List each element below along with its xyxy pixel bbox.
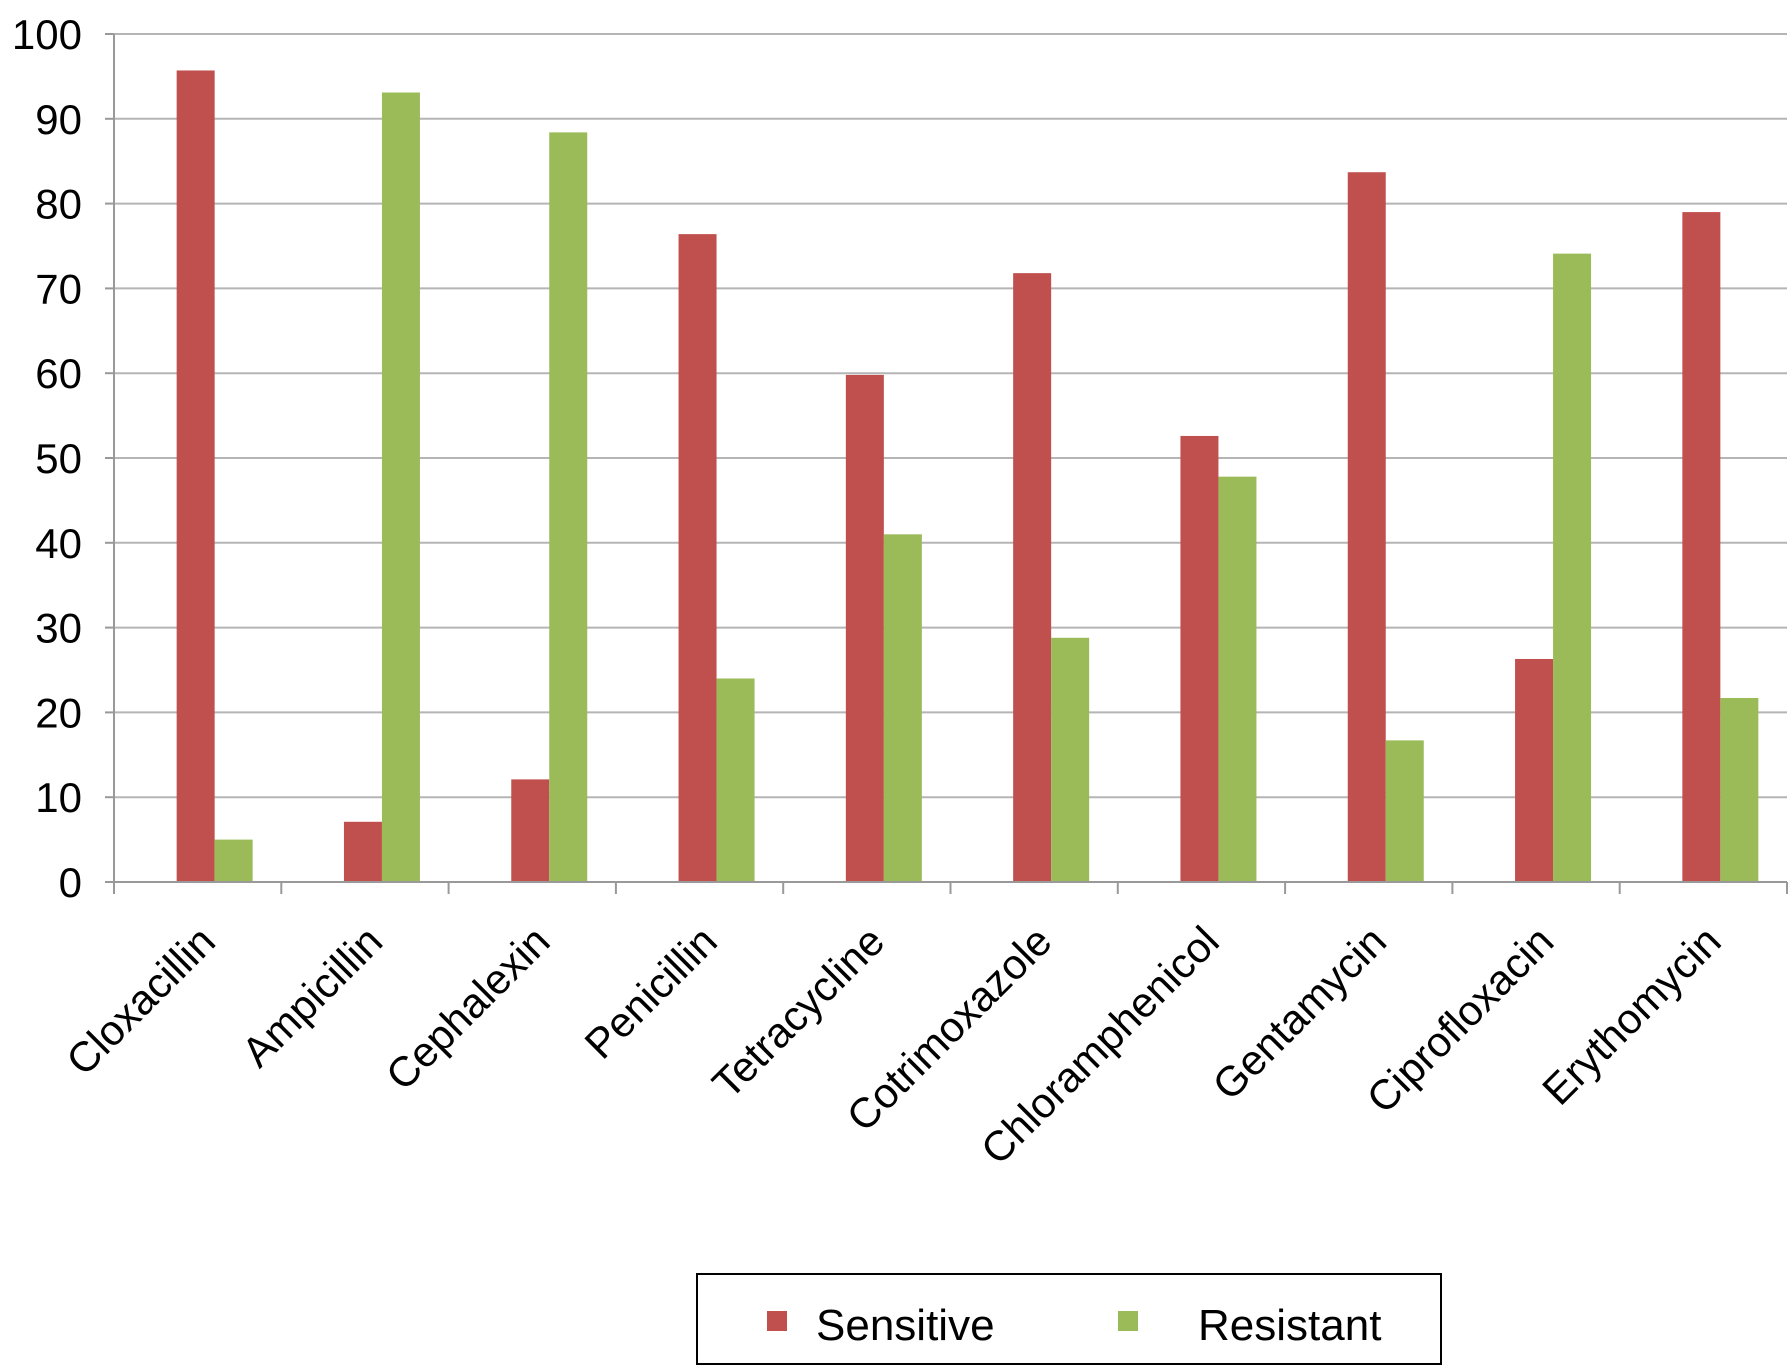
x-tick-label: Penicillin <box>575 917 725 1067</box>
y-tick-label: 90 <box>35 96 82 143</box>
y-tick-label: 0 <box>59 859 82 906</box>
bar-resistant-tetracycline <box>883 534 922 882</box>
y-tick-label: 40 <box>35 520 82 567</box>
bar-resistant-penicillin <box>716 678 755 882</box>
bar-resistant-chloramphenicol <box>1218 476 1257 882</box>
x-tick-label: Cephalexin <box>377 917 559 1099</box>
y-tick-label: 100 <box>12 11 82 58</box>
bar-resistant-erythomycin <box>1720 697 1759 882</box>
bar-resistant-cotrimoxazole <box>1051 637 1090 882</box>
legend: Sensitive Resistant <box>696 1273 1442 1365</box>
bar-resistant-gentamycin <box>1385 740 1424 882</box>
y-tick-label: 20 <box>35 689 82 736</box>
bar-sensitive-penicillin <box>678 234 717 883</box>
legend-swatch-resistant <box>1118 1311 1138 1331</box>
bar-sensitive-erythomycin <box>1682 212 1721 882</box>
bars <box>176 70 1759 883</box>
legend-box <box>696 1273 1442 1365</box>
bar-sensitive-ciprofloxacin <box>1515 658 1554 882</box>
y-tick-labels: 0 10 20 30 40 50 60 70 80 90 100 <box>12 11 82 906</box>
bar-resistant-cephalexin <box>549 132 588 883</box>
legend-label-sensitive: Sensitive <box>816 1301 995 1350</box>
bar-resistant-ampicillin <box>381 92 420 882</box>
y-tick-label: 30 <box>35 605 82 652</box>
x-tick-label: Ampicillin <box>233 917 392 1076</box>
bar-sensitive-chloramphenicol <box>1180 435 1219 882</box>
y-tick-label: 80 <box>35 181 82 228</box>
bar-sensitive-cloxacillin <box>176 70 215 883</box>
x-tick-label: Cloxacillin <box>57 917 224 1084</box>
bar-resistant-cloxacillin <box>214 839 253 882</box>
bar-sensitive-tetracycline <box>845 374 884 882</box>
legend-swatch-sensitive <box>767 1311 787 1331</box>
bar-sensitive-cotrimoxazole <box>1013 273 1052 882</box>
bar-sensitive-cephalexin <box>511 779 550 882</box>
legend-label-resistant: Resistant <box>1198 1301 1381 1350</box>
bar-sensitive-gentamycin <box>1347 172 1386 882</box>
y-tick-label: 10 <box>35 774 82 821</box>
axes <box>105 33 1788 894</box>
y-tick-label: 70 <box>35 265 82 312</box>
y-tick-label: 50 <box>35 435 82 482</box>
y-tick-label: 60 <box>35 350 82 397</box>
x-tick-label: Erythomycin <box>1533 917 1730 1114</box>
bar-resistant-ciprofloxacin <box>1553 253 1592 882</box>
bar-sensitive-ampicillin <box>343 821 382 882</box>
